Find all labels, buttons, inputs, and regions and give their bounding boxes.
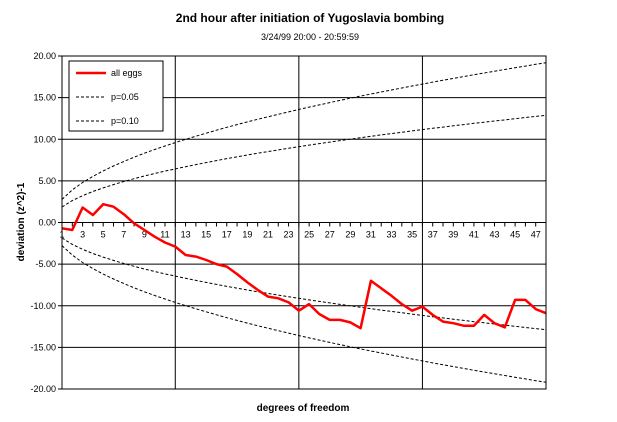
legend: all eggs p=0.05 p=0.10	[68, 60, 164, 132]
series-p-0-05-line	[61, 62, 547, 200]
y-tick-label: -5.00	[35, 259, 56, 269]
y-tick-label: 20.00	[33, 51, 56, 61]
series-p-0-10-lower-line	[61, 237, 547, 331]
x-tick-label: 35	[407, 230, 417, 240]
x-tick-label: 31	[366, 230, 376, 240]
x-tick-label: 9	[142, 230, 147, 240]
legend-label: p=0.05	[111, 92, 139, 102]
x-tick-label: 41	[469, 230, 479, 240]
x-tick-label: 5	[101, 230, 106, 240]
chart-subtitle: 3/24/99 20:00 - 20:59:59	[261, 32, 359, 42]
x-tick-label: 7	[121, 230, 126, 240]
x-tick-label: 19	[242, 230, 252, 240]
x-tick-label: 29	[345, 230, 355, 240]
y-axis-label: deviation (z^2)-1	[16, 182, 27, 261]
series-lines	[61, 62, 547, 383]
x-tick-label: 11	[160, 230, 169, 240]
x-axis-label: degrees of freedom	[257, 403, 350, 414]
series-p-0-10-line	[61, 114, 547, 208]
x-tick-label: 21	[263, 230, 273, 240]
x-tick-label: 23	[284, 230, 294, 240]
plot-area-border	[61, 55, 547, 390]
x-tick-label: 17	[222, 230, 232, 240]
x-tick-label: 45	[510, 230, 520, 240]
x-tick-label: 3	[80, 230, 85, 240]
x-tick-label: 39	[448, 230, 458, 240]
x-tick-label: 33	[387, 230, 397, 240]
legend-label: p=0.10	[111, 116, 139, 126]
y-tick-label: 5.00	[38, 176, 56, 186]
x-tick-label: 27	[325, 230, 335, 240]
x-tick-label: 25	[304, 230, 314, 240]
y-tick-label: -20.00	[30, 384, 56, 394]
y-tick-label: 15.00	[33, 93, 56, 103]
chart-title: 2nd hour after initiation of Yugoslavia …	[176, 11, 444, 25]
x-tick-label: 37	[428, 230, 438, 240]
x-tick-label: 43	[490, 230, 500, 240]
legend-label: all eggs	[111, 68, 143, 78]
tick-labels: 20.00 15.00 10.00 5.00 0.00 -5.00 -10.00 -15.00…	[30, 51, 540, 394]
y-tick-label: -10.00	[30, 301, 56, 311]
y-tick-label: -15.00	[30, 342, 56, 352]
x-tick-label: 15	[201, 230, 211, 240]
x-tick-label: 47	[531, 230, 541, 240]
series-p-0-05-lower-line	[61, 245, 547, 383]
x-tick-label: 13	[181, 230, 191, 240]
y-tick-label: 0.00	[38, 218, 56, 228]
y-tick-label: 10.00	[33, 134, 56, 144]
series-all-eggs-line	[61, 202, 547, 330]
